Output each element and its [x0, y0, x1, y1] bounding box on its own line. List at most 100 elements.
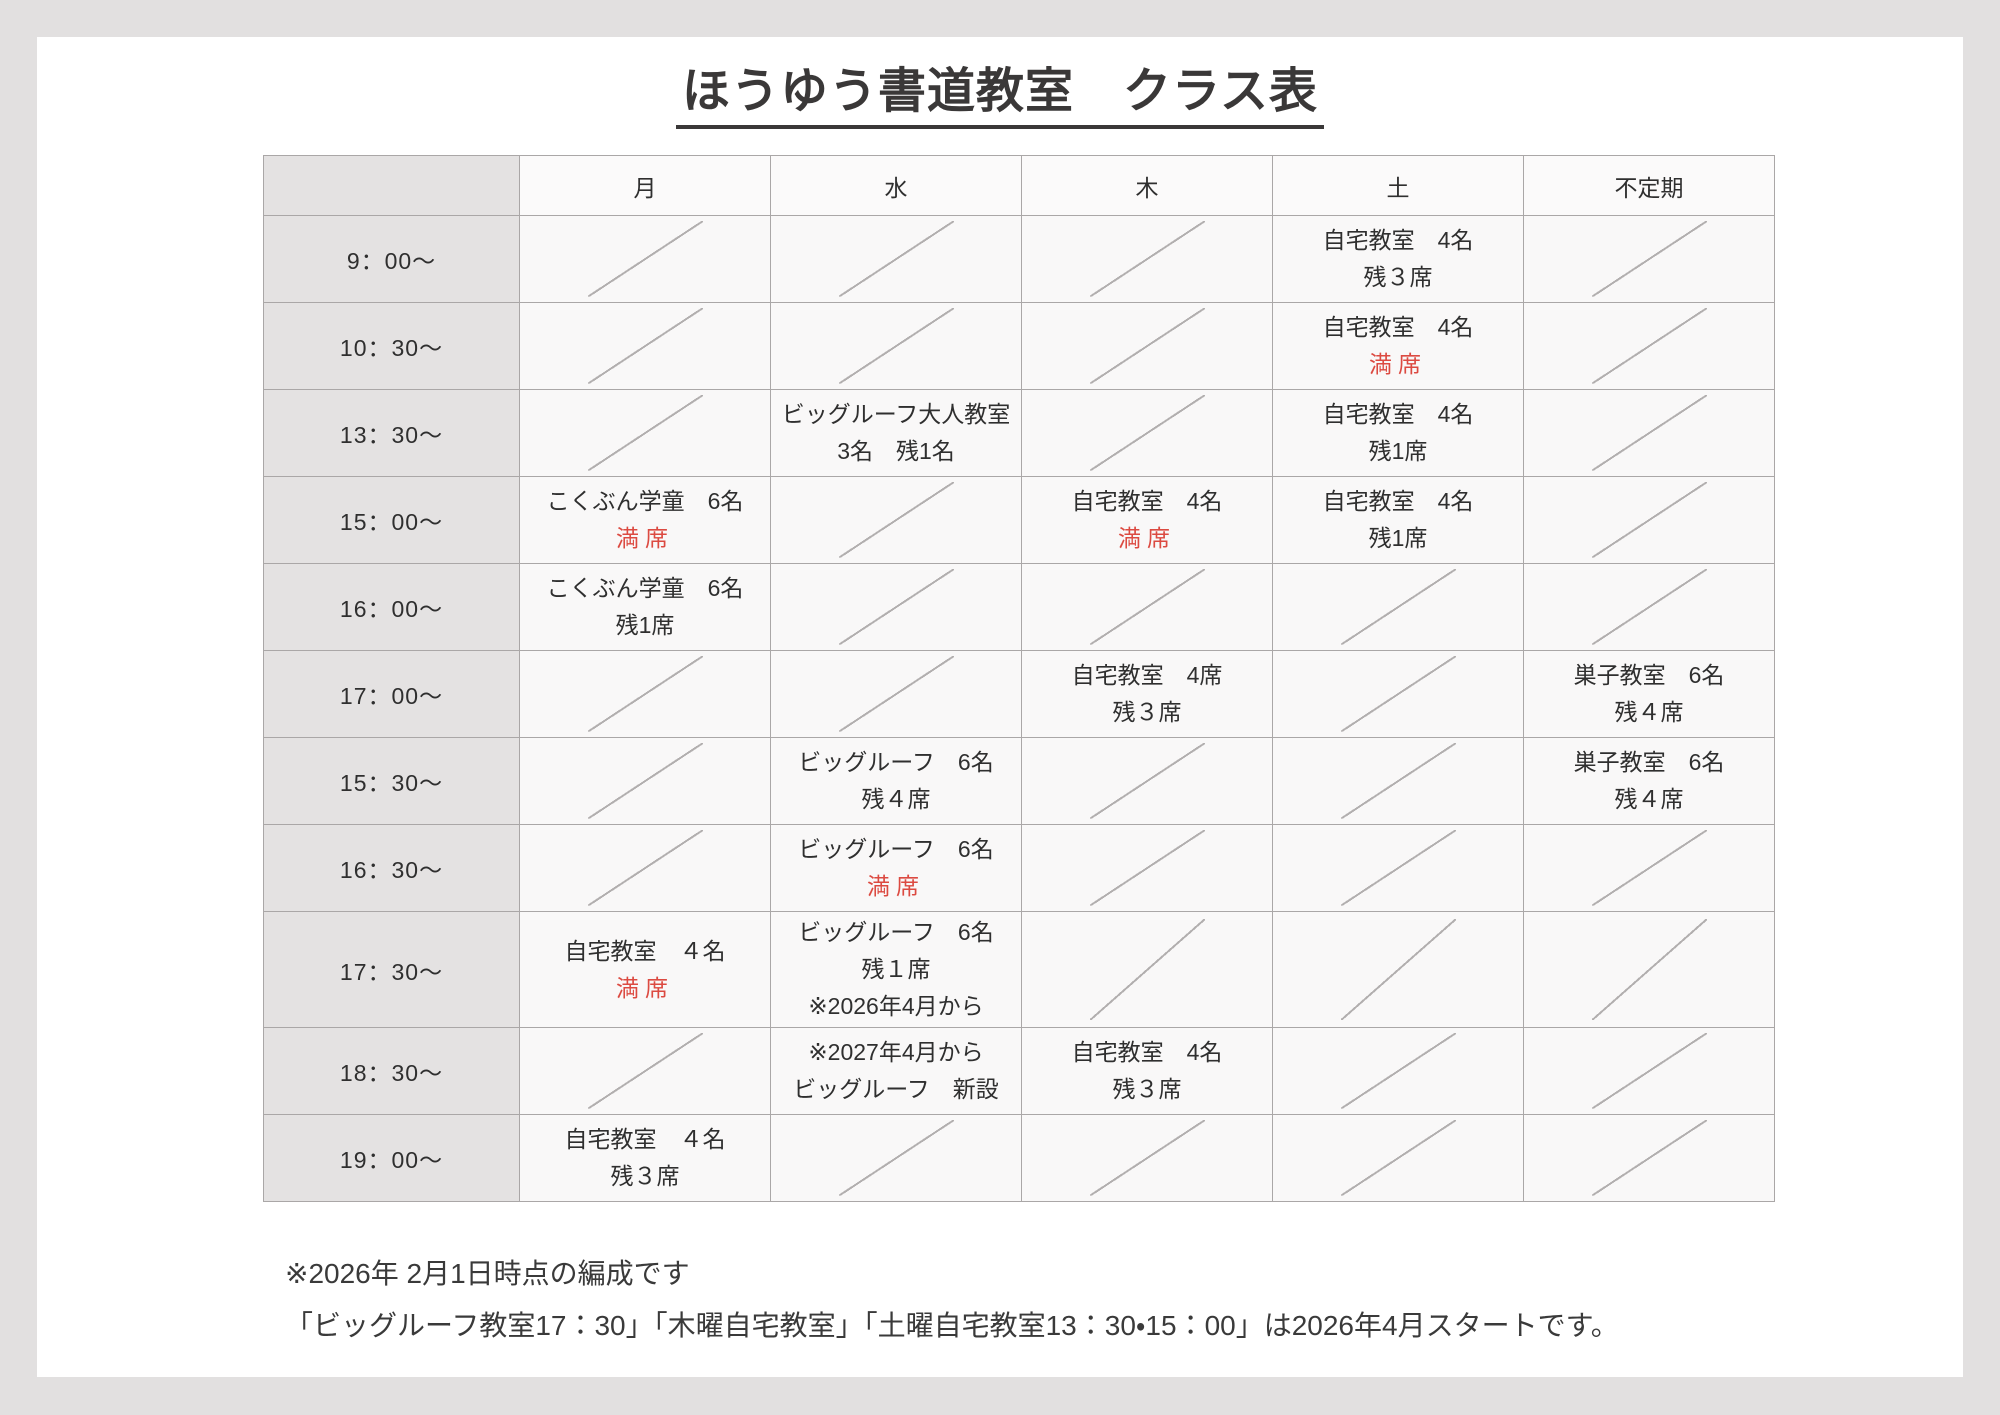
cell-line: 残３席 — [610, 1163, 680, 1189]
empty-cell — [1021, 737, 1273, 825]
time-cell: 19：00～ — [263, 1114, 520, 1202]
time-cell: 18：30～ — [263, 1027, 520, 1115]
empty-cell — [519, 215, 771, 303]
cell-line: 自宅教室 4名 — [1322, 314, 1474, 340]
empty-cell — [1272, 911, 1524, 1028]
class-cell: 巣子教室 6名 残４席 — [1523, 737, 1775, 825]
day-header-1: 水 — [770, 155, 1022, 216]
cell-line: ビッグルーフ 新設 — [793, 1076, 999, 1102]
class-cell: ビッグルーフ大人教室 3名 残1名 — [770, 389, 1022, 477]
schedule-row-1: 10：30～ 自宅教室 4名 満席 — [263, 302, 1775, 390]
empty-cell — [519, 650, 771, 738]
empty-cell — [1021, 563, 1273, 651]
cell-line: 自宅教室 ４名 — [564, 1126, 726, 1152]
cell-line: 残３席 — [1363, 264, 1433, 290]
full-status-label: 満席 — [1118, 525, 1176, 551]
cell-line: ※2026年4月から — [808, 993, 984, 1019]
page-title-text: ほうゆう書道教室 クラス表 — [675, 51, 1325, 129]
cell-line: 自宅教室 4名 — [1322, 401, 1474, 427]
empty-cell — [1523, 1114, 1775, 1202]
cell-line: 自宅教室 4名 — [1071, 1039, 1223, 1065]
footnote-line-1: ※2026年 2月1日時点の編成です — [285, 1258, 690, 1289]
cell-line: 残４席 — [1614, 699, 1684, 725]
cell-line: ビッグルーフ大人教室 — [781, 401, 1011, 427]
class-cell: ビッグルーフ 6名 残１席 ※2026年4月から — [770, 911, 1022, 1028]
empty-cell — [770, 650, 1022, 738]
time-cell: 15：00～ — [263, 476, 520, 564]
table-header-row: 月水木土不定期 — [263, 155, 1775, 216]
empty-cell — [1523, 476, 1775, 564]
empty-cell — [770, 215, 1022, 303]
time-cell: 17：30～ — [263, 911, 520, 1028]
empty-cell — [1272, 1114, 1524, 1202]
schedule-row-4: 16：00～ こくぶん学童 6名 残1席 — [263, 563, 1775, 651]
empty-cell — [519, 824, 771, 912]
schedule-row-5: 17：00～ 自宅教室 4席 残３席 巣子教室 6名 残４席 — [263, 650, 1775, 738]
cell-line: ビッグルーフ 6名 — [798, 749, 994, 775]
class-cell: 自宅教室 4席 残３席 — [1021, 650, 1273, 738]
empty-cell — [1021, 302, 1273, 390]
empty-cell — [1523, 563, 1775, 651]
time-cell: 17：00～ — [263, 650, 520, 738]
full-status-label: 満席 — [616, 974, 674, 1001]
cell-line: 残４席 — [861, 786, 931, 812]
cell-line: 巣子教室 6名 — [1573, 662, 1725, 688]
schedule-row-2: 13：30～ ビッグルーフ大人教室 3名 残1名 自宅教室 4名 残1席 — [263, 389, 1775, 477]
empty-cell — [1523, 1027, 1775, 1115]
empty-cell — [1523, 215, 1775, 303]
class-cell: こくぶん学童 6名 満席 — [519, 476, 771, 564]
header-row: 月水木土不定期 — [263, 155, 1775, 216]
class-cell: 自宅教室 ４名 残３席 — [519, 1114, 771, 1202]
class-cell: こくぶん学童 6名 残1席 — [519, 563, 771, 651]
cell-line: 自宅教室 ４名 — [564, 937, 726, 964]
class-cell: 自宅教室 4名 満席 — [1272, 302, 1524, 390]
class-cell: ビッグルーフ 6名 残４席 — [770, 737, 1022, 825]
cell-line: ビッグルーフ 6名 — [798, 836, 994, 862]
empty-cell — [1523, 911, 1775, 1028]
full-status-label: 満席 — [616, 525, 674, 551]
empty-cell — [770, 1114, 1022, 1202]
cell-line: 残３席 — [1112, 699, 1182, 725]
footnote-line-2: 「ビッグルーフ教室17：30」「木曜自宅教室」「土曜自宅教室13：30・15：0… — [285, 1309, 1619, 1341]
footnotes: ※2026年 2月1日時点の編成です 「ビッグルーフ教室17：30」「木曜自宅教… — [285, 1248, 1963, 1352]
day-header-3: 土 — [1272, 155, 1524, 216]
class-cell: ※2027年4月から ビッグルーフ 新設 — [770, 1027, 1022, 1115]
class-cell: 巣子教室 6名 残４席 — [1523, 650, 1775, 738]
cell-line: 自宅教室 4席 — [1071, 662, 1223, 688]
class-cell: 自宅教室 4名 残1席 — [1272, 389, 1524, 477]
time-cell: 13：30～ — [263, 389, 520, 477]
empty-cell — [1523, 824, 1775, 912]
day-header-4: 不定期 — [1523, 155, 1775, 216]
empty-cell — [519, 1027, 771, 1115]
empty-cell — [1021, 824, 1273, 912]
empty-cell — [1272, 737, 1524, 825]
class-cell: 自宅教室 4名 残３席 — [1021, 1027, 1273, 1115]
schedule-row-0: 9：00～ 自宅教室 4名 残３席 — [263, 215, 1775, 303]
cell-line: 残1席 — [1368, 438, 1428, 464]
class-cell: ビッグルーフ 6名 満席 — [770, 824, 1022, 912]
empty-cell — [1021, 389, 1273, 477]
class-cell: 自宅教室 4名 残1席 — [1272, 476, 1524, 564]
schedule-row-10: 19：00～ 自宅教室 ４名 残３席 — [263, 1114, 1775, 1202]
schedule-row-6: 15：30～ ビッグルーフ 6名 残４席 巣子教室 6名 残４席 — [263, 737, 1775, 825]
cell-line: ビッグルーフ 6名 — [798, 919, 994, 945]
day-header-2: 木 — [1021, 155, 1273, 216]
empty-cell — [1021, 911, 1273, 1028]
empty-cell — [770, 302, 1022, 390]
empty-cell — [519, 302, 771, 390]
empty-cell — [1272, 563, 1524, 651]
cell-line: ※2027年4月から — [808, 1039, 984, 1065]
time-cell: 16：00～ — [263, 563, 520, 651]
schedule-row-3: 15：00～ こくぶん学童 6名 満席 自宅教室 4名 満席 自宅教室 4名 残1席 — [263, 476, 1775, 564]
cell-line: 残１席 — [861, 956, 931, 982]
cell-line: 残３席 — [1112, 1076, 1182, 1102]
cell-line: 3名 残1名 — [837, 438, 955, 464]
corner-cell — [263, 155, 520, 216]
empty-cell — [1021, 1114, 1273, 1202]
cell-line: 自宅教室 4名 — [1071, 488, 1223, 514]
empty-cell — [1272, 824, 1524, 912]
class-schedule-table: 月水木土不定期 9：00～ 自宅教室 4名 残３席 10：30～ 自宅教室 4名 満席 13… — [263, 155, 1775, 1202]
empty-cell — [1021, 215, 1273, 303]
cell-line: 残４席 — [1614, 786, 1684, 812]
cell-line: 自宅教室 4名 — [1322, 227, 1474, 253]
